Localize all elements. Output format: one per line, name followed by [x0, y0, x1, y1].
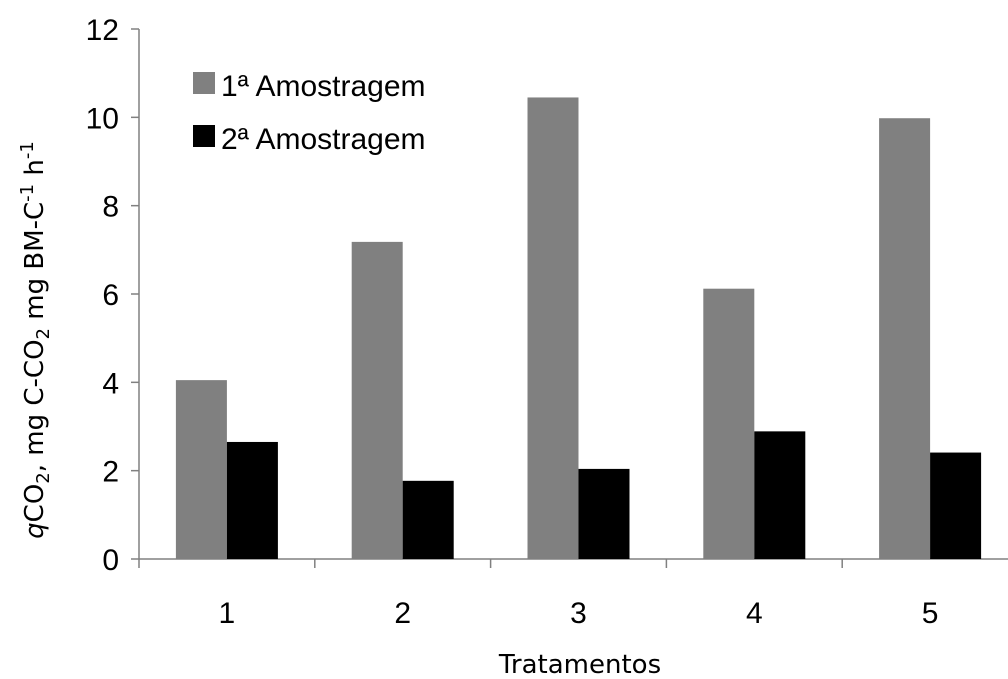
bar-series-1-cat-1: [175, 380, 227, 559]
x-axis-label: Tratamentos: [498, 650, 661, 679]
y-label-mid2: mg BM-C: [20, 202, 50, 328]
y-axis-ticks: 0 2 4 6 8 10 12: [86, 14, 139, 577]
y-label-co2: CO: [20, 484, 50, 523]
y-tick-label: 12: [86, 14, 119, 47]
bar-series-1-cat-4: [703, 288, 755, 559]
y-tick-label: 6: [102, 279, 119, 312]
bar-series-2-cat-2: [402, 480, 454, 559]
y-axis-label: qCO2, mg C-CO2 mg BM-C-1 h-1: [17, 141, 54, 539]
bar-series-1-cat-5: [879, 118, 931, 559]
legend-label-series-1: 1ª Amostragem: [221, 70, 426, 103]
x-tick-label: 1: [219, 597, 236, 630]
chart-legend: 1ª Amostragem 2ª Amostragem: [193, 70, 426, 156]
y-label-sup-b: -1: [17, 141, 38, 159]
bar-series-2-cat-1: [226, 441, 278, 559]
legend-swatch-series-2: [193, 125, 215, 147]
y-label-sub-a: 2: [33, 472, 54, 483]
y-tick-label: 0: [102, 544, 119, 577]
x-axis-ticks: 1 2 3 4 5: [138, 559, 939, 630]
y-tick-label: 4: [102, 367, 119, 400]
y-tick-label: 10: [86, 102, 119, 135]
bar-series-2-cat-3: [578, 468, 630, 559]
y-label-sub-b: 2: [33, 328, 54, 339]
legend-swatch-series-1: [193, 72, 215, 94]
x-tick-label: 3: [570, 597, 587, 630]
y-label-h: h: [20, 159, 50, 184]
y-tick-label: 8: [102, 191, 119, 224]
bar-series-1-cat-2: [351, 241, 403, 559]
y-label-mid: , mg C-CO: [20, 339, 50, 472]
legend-label-series-2: 2ª Amostragem: [221, 123, 426, 156]
chart-bars: [175, 97, 982, 559]
y-tick-label: 2: [102, 456, 119, 489]
y-label-sup-a: -1: [17, 184, 38, 202]
bar-series-1-cat-3: [527, 97, 579, 559]
bar-series-2-cat-4: [754, 431, 806, 559]
y-label-q: q: [20, 522, 50, 539]
x-tick-label: 2: [394, 597, 411, 630]
x-tick-label: 4: [746, 597, 763, 630]
x-tick-label: 5: [922, 597, 939, 630]
bar-series-2-cat-5: [930, 452, 982, 559]
